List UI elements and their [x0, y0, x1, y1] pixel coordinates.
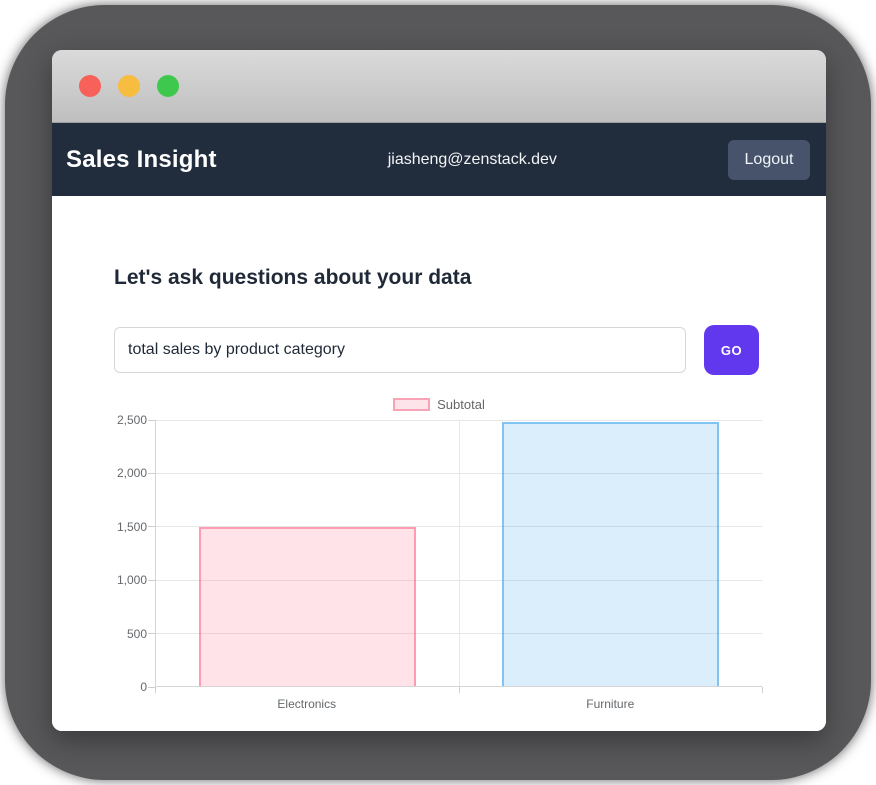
chart-legend[interactable]: Subtotal: [52, 397, 826, 412]
fullscreen-window-button[interactable]: [157, 75, 179, 97]
plot-area[interactable]: [155, 420, 762, 687]
user-email: jiasheng@zenstack.dev: [387, 150, 557, 168]
bar-furniture[interactable]: [501, 422, 720, 686]
legend-swatch: [393, 398, 431, 411]
x-axis: Electronics Furniture: [155, 687, 763, 719]
bar-chart: Subtotal 0 500 1,000 1,500 2,000 2,500 Electr…: [52, 397, 826, 727]
y-axis: 0 500 1,000 1,500 2,000 2,500: [52, 413, 155, 694]
window-titlebar: [52, 50, 826, 123]
main-content: Let's ask questions about your data GO S…: [52, 265, 826, 731]
close-window-button[interactable]: [79, 75, 101, 97]
x-tick-label: Electronics: [277, 697, 337, 711]
query-input[interactable]: [114, 327, 686, 373]
app-title: Sales Insight: [66, 145, 217, 173]
category-boundary-gridline: [459, 420, 460, 686]
y-tick: 1,000: [117, 573, 155, 587]
go-button[interactable]: GO: [704, 325, 759, 375]
y-tick: 500: [127, 627, 155, 641]
bar-electronics[interactable]: [198, 527, 417, 686]
y-tick: 2,500: [117, 413, 155, 427]
y-tick: 1,500: [117, 520, 155, 534]
y-tick: 0: [140, 680, 155, 694]
minimize-window-button[interactable]: [118, 75, 140, 97]
x-axis-tick: [155, 687, 156, 693]
x-tick-label: Furniture: [586, 697, 635, 711]
legend-label: Subtotal: [437, 397, 485, 412]
page-title: Let's ask questions about your data: [114, 266, 472, 289]
x-axis-tick: [458, 687, 460, 693]
query-row: GO: [114, 325, 826, 375]
logout-button[interactable]: Logout: [727, 139, 810, 180]
y-tick: 2,000: [117, 466, 155, 480]
app-header: Sales Insight jiasheng@zenstack.dev Logo…: [52, 123, 826, 196]
app-window: Sales Insight jiasheng@zenstack.dev Logo…: [52, 50, 826, 731]
x-axis-tick: [762, 687, 763, 693]
